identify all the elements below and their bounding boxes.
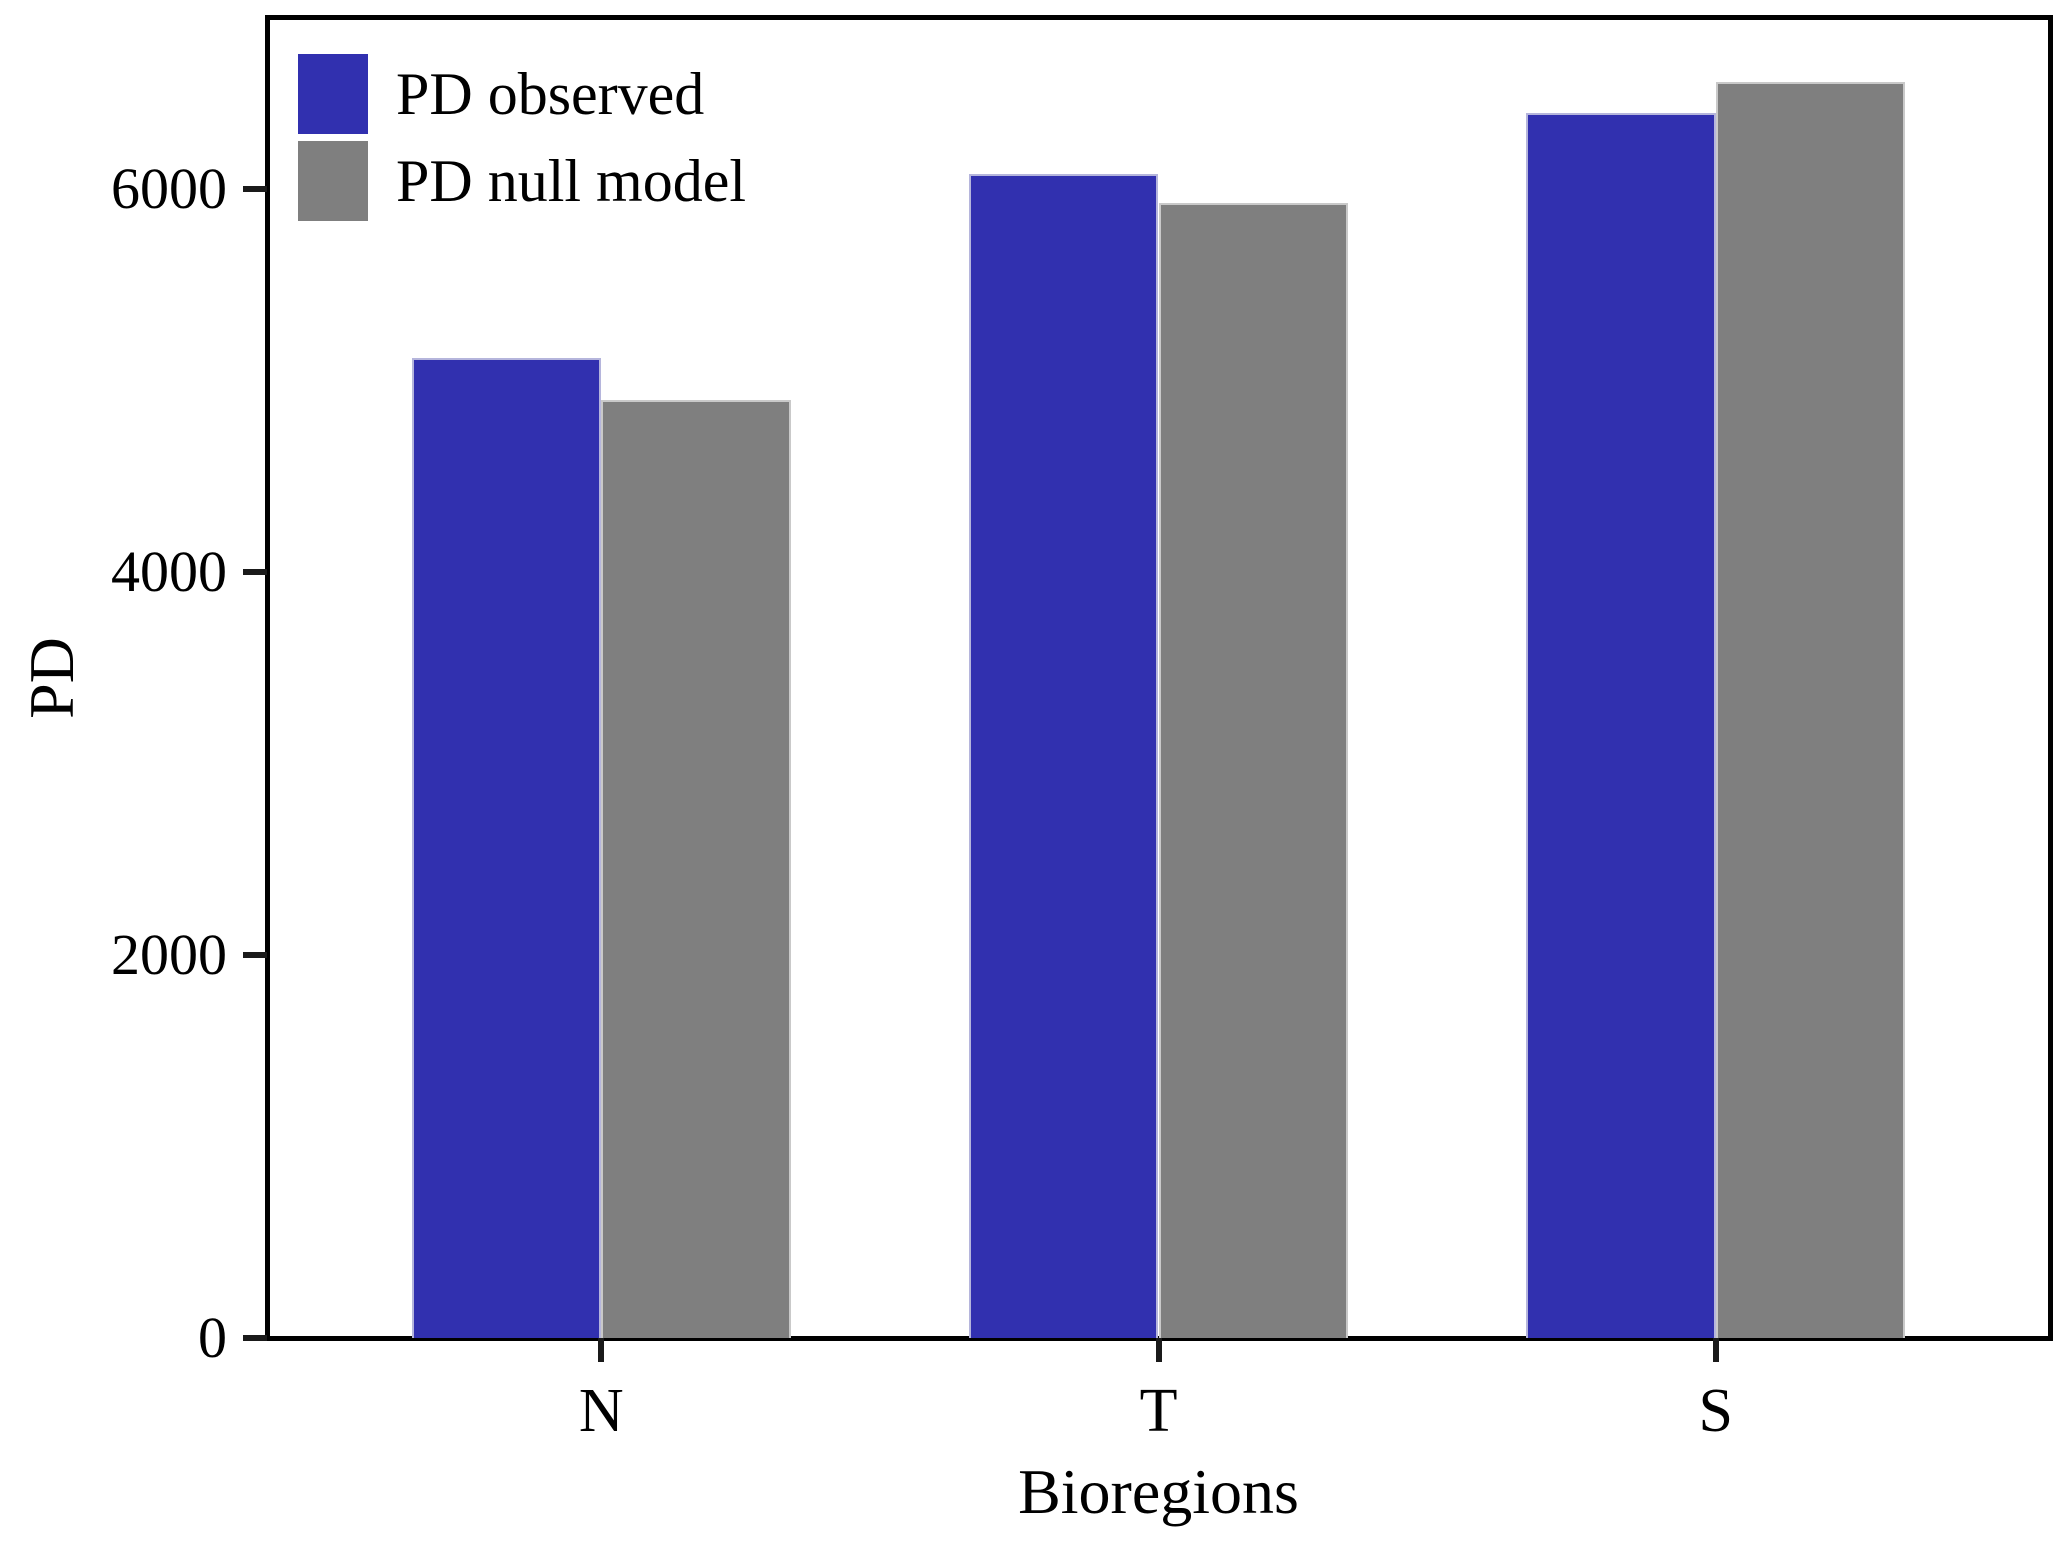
x-tick-mark-S — [1712, 1338, 1719, 1362]
y-tick-label-6000: 6000 — [111, 156, 227, 222]
y-tick-mark-6000 — [243, 186, 267, 193]
legend-swatch-icon — [298, 54, 368, 134]
x-axis-title: Bioregions — [1018, 1456, 1299, 1527]
bar-pd-observed-T — [969, 173, 1159, 1338]
x-tick-label-S: S — [1698, 1377, 1733, 1445]
legend-label: PD observed — [396, 61, 705, 127]
legend: PD observed PD null model — [298, 54, 746, 221]
bar-pd-observed-N — [411, 357, 602, 1338]
y-tick-label-4000: 4000 — [111, 539, 227, 605]
y-tick-label-2000: 2000 — [111, 922, 227, 988]
bar-pd-null-model-N — [601, 399, 791, 1338]
x-tick-label-T: T — [1139, 1377, 1178, 1445]
legend-item-pd-observed: PD observed — [298, 54, 746, 134]
bar-pd-observed-S — [1526, 112, 1716, 1338]
y-tick-mark-4000 — [243, 569, 267, 576]
legend-label: PD null model — [396, 148, 747, 214]
y-tick-label-0: 0 — [198, 1305, 227, 1370]
bar-pd-null-model-T — [1158, 202, 1348, 1338]
y-tick-mark-2000 — [243, 952, 267, 959]
legend-item-pd-null-model: PD null model — [298, 141, 746, 221]
legend-swatch-icon — [298, 141, 368, 221]
x-tick-label-N: N — [578, 1377, 624, 1445]
y-axis-title: PD — [16, 636, 87, 719]
x-tick-mark-N — [598, 1338, 605, 1362]
bar-pd-null-model-S — [1715, 82, 1906, 1338]
x-tick-mark-T — [1155, 1338, 1162, 1362]
y-tick-mark-0 — [243, 1335, 267, 1341]
